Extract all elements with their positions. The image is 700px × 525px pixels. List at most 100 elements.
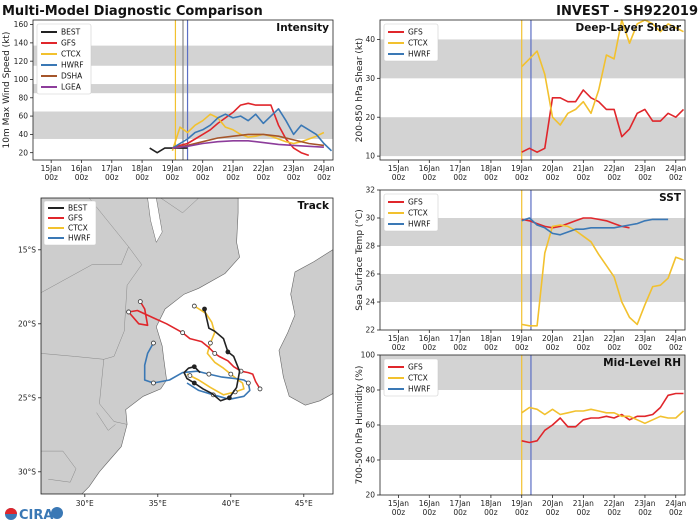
country-border-0 — [89, 198, 143, 357]
track-legend-box — [43, 200, 97, 246]
shear-series-ctcx — [521, 19, 684, 126]
rh-legend-box — [383, 358, 439, 397]
intensity-xtick-day: 19Jan — [162, 164, 183, 173]
intensity-xtick-hour: 00z — [257, 173, 271, 182]
sst-legend: GFS CTCX HWRF — [383, 193, 439, 232]
shear-ylabel: 200-850 hPa Shear (kt) — [355, 38, 365, 142]
intensity-frame — [32, 19, 334, 161]
sst-ytick-label: 26 — [365, 270, 375, 279]
rh-xtick-hour: 00z — [577, 508, 591, 517]
track-point-gfs — [137, 299, 143, 305]
logo-arc-icon — [5, 508, 17, 514]
rh-ytick-label: 60 — [365, 421, 375, 430]
rh-series-gfs — [521, 392, 684, 444]
rh-xtick-hour: 00z — [392, 508, 406, 517]
shear-ytick-label: 40 — [365, 35, 375, 44]
sst-frame — [379, 189, 686, 331]
sst-ylabel: Sea Surface Temp (°C) — [355, 209, 365, 310]
intensity-ytick-label: 60 — [18, 112, 28, 121]
sst-xtick-day: 24Jan — [665, 334, 686, 343]
intensity-xtick-hour: 00z — [75, 173, 89, 182]
shear-xtick-day: 18Jan — [480, 164, 501, 173]
logo-globe-icon — [51, 507, 63, 519]
track-ytick-label: 15°S — [18, 245, 36, 254]
shear-xtick-day: 19Jan — [511, 164, 532, 173]
track-ytick-label: 30°S — [18, 467, 36, 476]
rh-xtick-hour: 00z — [546, 508, 560, 517]
intensity-xtick-hour: 00z — [135, 173, 149, 182]
track-legend-label: HWRF — [68, 234, 91, 243]
track-point-ctcx — [207, 340, 213, 346]
intensity-xtick-day: 22Jan — [253, 164, 274, 173]
sst-series-gfs — [521, 217, 630, 229]
intensity-ytick-label: 100 — [14, 75, 29, 84]
sst-ytick-label: 32 — [365, 186, 375, 195]
rh-xtick-day: 22Jan — [604, 499, 625, 508]
intensity-xtick-day: 21Jan — [222, 164, 243, 173]
sst-xtick-day: 17Jan — [450, 334, 471, 343]
intensity-ytick-label: 140 — [14, 38, 29, 47]
intensity-legend-label: CTCX — [61, 50, 81, 59]
shear-xtick-day: 15Jan — [388, 164, 409, 173]
rh-ytick-label: 40 — [365, 456, 375, 465]
africa-landmass — [41, 198, 240, 494]
sst-ytick-label: 22 — [365, 326, 375, 335]
sst-xtick-hour: 00z — [577, 343, 591, 352]
track-point-gfs — [212, 350, 218, 356]
sst-xtick-hour: 00z — [638, 343, 652, 352]
track-title: Track — [298, 200, 330, 212]
intensity-legend-label: GFS — [61, 39, 76, 48]
rh-xtick-hour: 00z — [515, 508, 529, 517]
intensity-xtick-hour: 00z — [105, 173, 119, 182]
rh-xtick-day: 16Jan — [419, 499, 440, 508]
track-point-ctcx — [191, 303, 197, 309]
sst-ytick-label: 24 — [365, 298, 375, 307]
intensity-ytick-label: 160 — [14, 20, 29, 29]
rh-xtick-hour: 00z — [638, 508, 652, 517]
sst-legend-label: GFS — [408, 198, 423, 207]
shear-xtick-hour: 00z — [423, 173, 437, 182]
track-line-gfs — [127, 301, 261, 390]
shear-legend-label: CTCX — [408, 39, 428, 48]
shear-xtick-day: 17Jan — [450, 164, 471, 173]
shear-panel: 1020304015Jan00z16Jan00z17Jan00z18Jan00z… — [355, 19, 687, 182]
shear-xtick-hour: 00z — [638, 173, 652, 182]
shear-xtick-hour: 00z — [607, 173, 621, 182]
intensity-xtick-hour: 00z — [166, 173, 180, 182]
sst-panel: 22242628303215Jan00z16Jan00z17Jan00z18Ja… — [355, 186, 687, 352]
track-point-ctcx — [228, 371, 234, 377]
track-point-hwrf — [151, 380, 156, 386]
land-layer — [41, 198, 333, 494]
track-xtick-label: 45°E — [295, 499, 313, 508]
country-border-5 — [41, 450, 77, 483]
intensity-ytick-label: 40 — [18, 130, 28, 139]
track-legend-label: BEST — [68, 204, 88, 213]
intensity-legend-label: HWRF — [61, 61, 84, 70]
sst-xtick-day: 16Jan — [419, 334, 440, 343]
intensity-ytick-label: 80 — [18, 93, 28, 102]
rh-xtick-hour: 00z — [607, 508, 621, 517]
sst-series-ctcx — [521, 224, 684, 327]
rh-xtick-hour: 00z — [484, 508, 498, 517]
sst-xtick-day: 19Jan — [511, 334, 532, 343]
track-point-hwrf — [206, 371, 212, 377]
track-ytick-label: 25°S — [18, 393, 36, 402]
rh-legend-label: HWRF — [408, 385, 431, 394]
shear-ytick-label: 30 — [365, 74, 375, 83]
sst-xtick-hour: 00z — [484, 343, 498, 352]
sst-xtick-hour: 00z — [515, 343, 529, 352]
intensity-legend-label: BEST — [61, 28, 81, 37]
sst-xtick-hour: 00z — [392, 343, 406, 352]
rh-panel: 2040608010015Jan00z16Jan00z17Jan00z18Jan… — [355, 351, 687, 517]
sst-xtick-day: 18Jan — [480, 334, 501, 343]
intensity-series-best — [149, 147, 188, 154]
intensity-xtick-day: 20Jan — [192, 164, 213, 173]
shear-xtick-hour: 00z — [392, 173, 406, 182]
track-point-hwrf — [151, 340, 156, 346]
sst-legend-box — [383, 193, 439, 232]
intensity-series-dsha — [172, 133, 324, 149]
shear-series-gfs — [521, 89, 685, 153]
rh-xtick-day: 15Jan — [388, 499, 409, 508]
sst-xtick-hour: 00z — [607, 343, 621, 352]
